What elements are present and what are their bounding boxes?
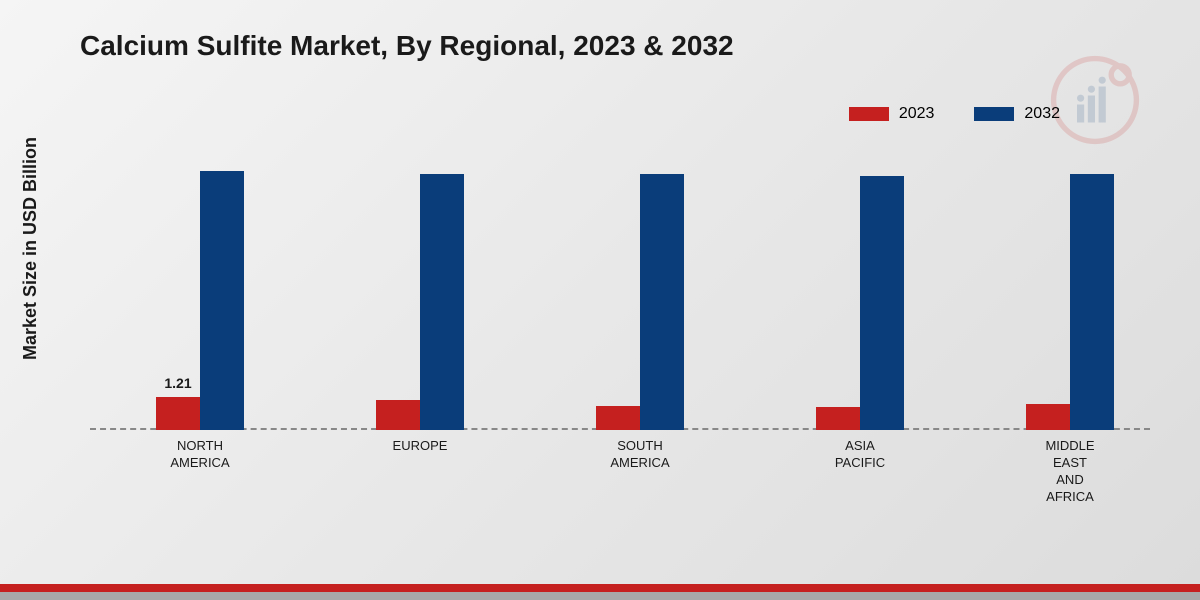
bar-2023	[376, 400, 420, 430]
category-label: MIDDLE EAST AND AFRICA	[1045, 438, 1094, 506]
category-label: SOUTH AMERICA	[610, 438, 669, 472]
footer-red-stripe	[0, 584, 1200, 592]
bar-2023	[816, 407, 860, 430]
bar-group: EUROPE	[345, 174, 495, 431]
legend-label: 2032	[1024, 105, 1060, 123]
legend-swatch-2032	[974, 107, 1014, 121]
chart-plot-area: 1.21NORTH AMERICAEUROPESOUTH AMERICAASIA…	[90, 160, 1150, 490]
category-label: ASIA PACIFIC	[835, 438, 885, 472]
bar-2032	[860, 176, 904, 430]
footer-grey-stripe	[0, 592, 1200, 600]
chart-legend: 2023 2032	[849, 105, 1060, 123]
y-axis-label: Market Size in USD Billion	[20, 137, 41, 360]
chart-title: Calcium Sulfite Market, By Regional, 202…	[80, 30, 734, 62]
bar-group: ASIA PACIFIC	[785, 176, 935, 430]
bar-2032	[200, 171, 244, 430]
bar-group: SOUTH AMERICA	[565, 174, 715, 431]
bar-group: 1.21NORTH AMERICA	[125, 171, 275, 430]
category-label: EUROPE	[393, 438, 448, 455]
legend-item-2023: 2023	[849, 105, 935, 123]
bar-2032	[420, 174, 464, 431]
legend-item-2032: 2032	[974, 105, 1060, 123]
brand-watermark-icon	[1050, 55, 1140, 145]
bar-2032	[1070, 174, 1114, 431]
bar-group: MIDDLE EAST AND AFRICA	[995, 174, 1145, 431]
bar-2023	[596, 406, 640, 430]
bar-2032	[640, 174, 684, 431]
bar-2023: 1.21	[156, 397, 200, 430]
legend-swatch-2023	[849, 107, 889, 121]
legend-label: 2023	[899, 105, 935, 123]
bar-2023	[1026, 404, 1070, 430]
bar-data-label: 1.21	[164, 375, 191, 391]
category-label: NORTH AMERICA	[170, 438, 229, 472]
footer-decorative-bar	[0, 584, 1200, 600]
